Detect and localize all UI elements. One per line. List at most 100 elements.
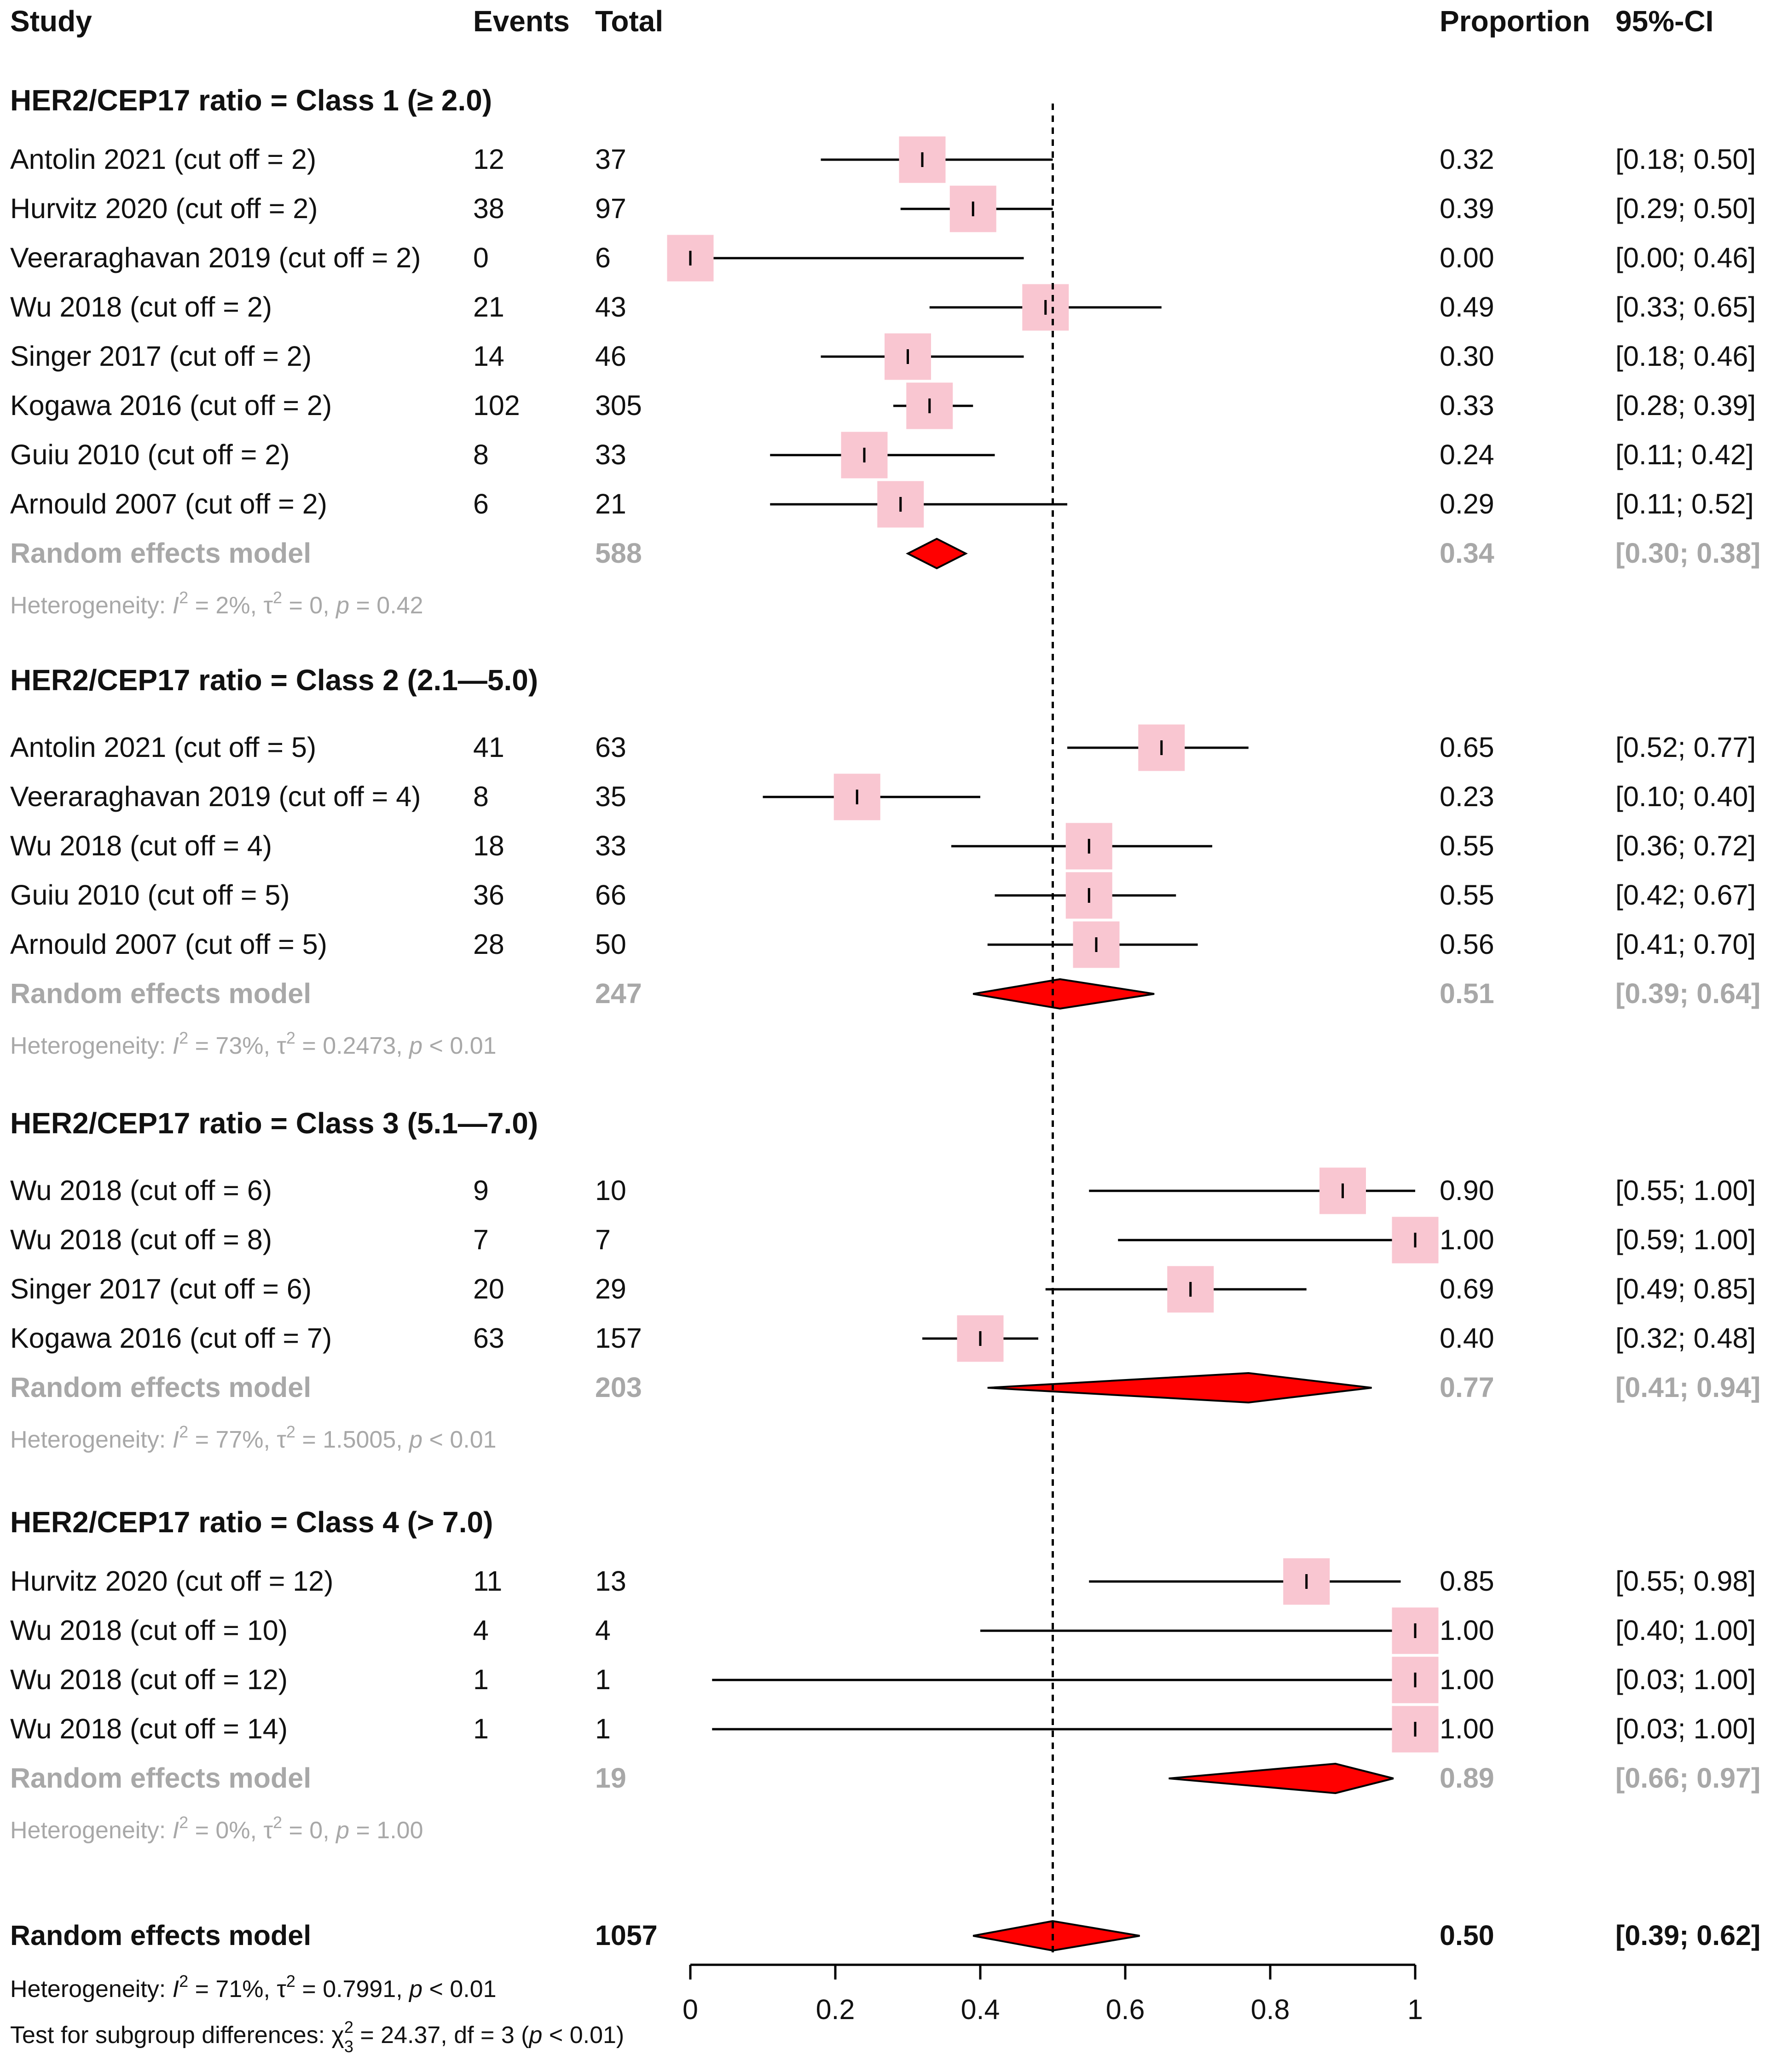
text-span: = 1.00 (349, 1817, 423, 1844)
total-value: 1 (595, 1664, 611, 1695)
events-value: 8 (473, 781, 489, 812)
events-value: 11 (473, 1565, 502, 1597)
total-value: 37 (595, 144, 626, 175)
proportion-value: 0.65 (1440, 732, 1494, 763)
study-label: Wu 2018 (cut off = 6) (10, 1175, 272, 1206)
chi-symbol: χ (332, 2022, 344, 2049)
study-label: Singer 2017 (cut off = 2) (10, 341, 312, 372)
x-tick-label: 0.6 (1106, 1994, 1145, 2025)
ci-value: [0.32; 0.48] (1615, 1322, 1756, 1354)
ci-value: [0.42; 0.67] (1615, 879, 1756, 911)
plot-marks (667, 104, 1439, 1958)
total-value: 50 (595, 929, 626, 960)
proportion-value: 0.85 (1440, 1565, 1494, 1597)
text-span: = 0.7991, (295, 1976, 409, 2003)
header-study: Study (10, 5, 92, 38)
events-value: 1 (473, 1664, 489, 1695)
x-tick-label: 0 (683, 1994, 698, 2025)
text-span: < 0.01 (422, 1426, 496, 1453)
study-label: Hurvitz 2020 (cut off = 12) (10, 1565, 333, 1597)
p-symbol: p (335, 592, 349, 619)
ci-value: [0.18; 0.50] (1615, 144, 1756, 175)
x-tick-label: 0.4 (961, 1994, 1000, 2025)
ci-value: [0.59; 1.00] (1615, 1224, 1756, 1255)
group-label: HER2/CEP17 ratio = Class 4 (> 7.0) (10, 1506, 493, 1539)
events-value: 6 (473, 488, 489, 519)
study-label: Veeraraghavan 2019 (cut off = 4) (10, 781, 421, 812)
proportion-value: 1.00 (1440, 1664, 1494, 1695)
study-label: Antolin 2021 (cut off = 5) (10, 732, 316, 763)
proportion-value: 0.29 (1440, 488, 1494, 519)
study-label: Wu 2018 (cut off = 14) (10, 1713, 288, 1744)
study-label: Guiu 2010 (cut off = 2) (10, 439, 290, 470)
subgroup-test: Test for subgroup differences: χ2 3 = 24.… (10, 2018, 624, 2056)
proportion-value: 0.55 (1440, 830, 1494, 861)
header-events: Events (473, 5, 570, 38)
proportion-value: 1.00 (1440, 1615, 1494, 1646)
text-span: = 2%, τ (188, 592, 273, 619)
text-span: = 0.2473, (295, 1033, 409, 1059)
events-value: 41 (473, 732, 504, 763)
group-heterogeneity: Heterogeneity: I2 = 73%, τ2 = 0.2473, p … (10, 1028, 497, 1059)
ci-value: [0.52; 0.77] (1615, 732, 1756, 763)
superscript: 2 (273, 1813, 282, 1832)
text-span: = 24.37, df = 3 ( (353, 2022, 529, 2049)
text-span: < 0.01) (542, 2022, 624, 2049)
i-symbol: I (173, 592, 179, 619)
ci-value: [0.40; 1.00] (1615, 1615, 1756, 1646)
model-proportion: 0.51 (1440, 978, 1494, 1009)
i-symbol: I (173, 1426, 179, 1453)
text-span: = 0, (282, 592, 336, 619)
events-value: 0 (473, 242, 489, 273)
proportion-value: 0.33 (1440, 390, 1494, 421)
p-symbol: p (408, 1033, 422, 1059)
x-tick-label: 0.2 (816, 1994, 855, 2025)
study-label: Wu 2018 (cut off = 10) (10, 1615, 288, 1646)
ci-value: [0.03; 1.00] (1615, 1664, 1756, 1695)
proportion-value: 0.49 (1440, 291, 1494, 323)
ci-value: [0.55; 0.98] (1615, 1565, 1756, 1597)
text-span: = 71%, τ (188, 1976, 286, 2003)
proportion-value: 0.55 (1440, 879, 1494, 911)
total-value: 46 (595, 341, 626, 372)
events-value: 102 (473, 390, 520, 421)
events-value: 63 (473, 1322, 504, 1354)
study-label: Wu 2018 (cut off = 8) (10, 1224, 272, 1255)
ci-value: [0.33; 0.65] (1615, 291, 1756, 323)
total-value: 43 (595, 291, 626, 323)
events-value: 38 (473, 193, 504, 224)
ci-value: [0.36; 0.72] (1615, 830, 1756, 861)
i-symbol: I (173, 1976, 179, 2003)
p-symbol: p (408, 1976, 422, 2003)
study-label: Kogawa 2016 (cut off = 2) (10, 390, 332, 421)
proportion-value: 0.69 (1440, 1273, 1494, 1304)
x-axis: 0 0.2 0.4 0.6 0.8 1 (683, 1963, 1423, 2025)
model-proportion: 0.89 (1440, 1762, 1494, 1794)
text-span: Heterogeneity: (10, 1426, 173, 1453)
model-diamond (972, 978, 1155, 1010)
ci-value: [0.29; 0.50] (1615, 193, 1756, 224)
total-value: 1 (595, 1713, 611, 1744)
total-value: 66 (595, 879, 626, 911)
study-label: Singer 2017 (cut off = 6) (10, 1273, 312, 1304)
study-label: Arnould 2007 (cut off = 2) (10, 488, 327, 519)
overall-total: 1057 (595, 1920, 658, 1951)
model-ci: [0.39; 0.64] (1615, 978, 1760, 1009)
overall-heterogeneity: Heterogeneity: I2 = 71%, τ2 = 0.7991, p … (10, 1972, 497, 2003)
ci-value: [0.00; 0.46] (1615, 242, 1756, 273)
model-diamond (1169, 1762, 1394, 1795)
model-ci: [0.30; 0.38] (1615, 537, 1760, 569)
superscript: 2 (273, 588, 282, 607)
group-heterogeneity: Heterogeneity: I2 = 77%, τ2 = 1.5005, p … (10, 1422, 497, 1453)
study-label: Guiu 2010 (cut off = 5) (10, 879, 290, 911)
events-value: 7 (473, 1224, 489, 1255)
text-span: = 0.42 (349, 592, 423, 619)
events-value: 4 (473, 1615, 489, 1646)
model-diamond (987, 1372, 1372, 1404)
group-label: HER2/CEP17 ratio = Class 1 (≥ 2.0) (10, 84, 492, 117)
model-total: 588 (595, 537, 642, 569)
model-total: 247 (595, 978, 642, 1009)
study-label: Veeraraghavan 2019 (cut off = 2) (10, 242, 421, 273)
text-span: = 0%, τ (188, 1817, 273, 1844)
